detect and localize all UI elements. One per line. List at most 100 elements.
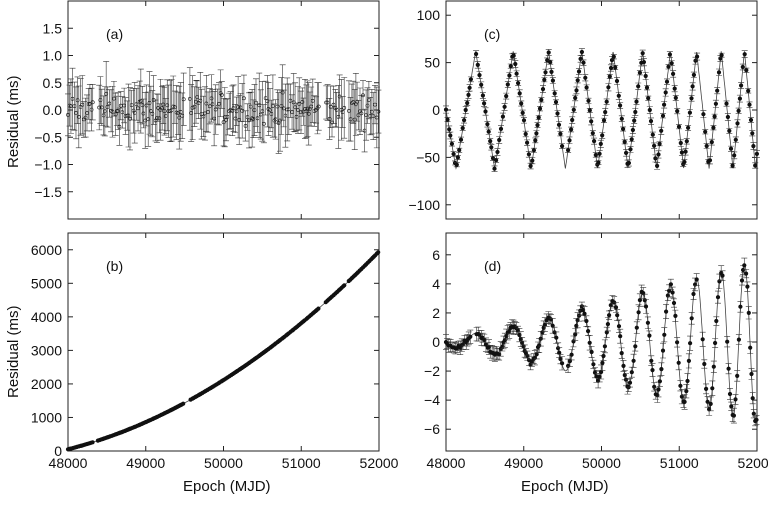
panel-c-data-point	[573, 95, 578, 101]
panel-c-data-point	[575, 78, 580, 83]
panel-c-data-point	[633, 109, 638, 115]
panel-a-data-point	[376, 109, 381, 114]
panel-c-data-point	[685, 125, 691, 130]
panel-c-data-point	[598, 141, 603, 146]
panel-c-data-point	[719, 53, 724, 58]
panel-a-errorbar	[188, 84, 195, 142]
panel-c-data-point	[567, 138, 572, 143]
panel-a-errorbar	[364, 87, 371, 124]
panel-a-data-point	[113, 112, 118, 117]
panel-c-data-point	[468, 77, 474, 82]
panel-c-data-point	[744, 68, 749, 73]
panel-c-data-point	[591, 139, 597, 144]
panel-a-errorbar	[216, 82, 223, 126]
panel-a-data-point	[361, 93, 365, 98]
panel-c-data-point	[523, 131, 528, 137]
panel-c-data-point	[657, 141, 662, 146]
panel-b-ytick-label-3: 3000	[31, 342, 62, 358]
panel-c-data-point	[546, 50, 551, 55]
panel-d-data-point	[637, 298, 643, 303]
panel-d-data-point	[634, 325, 639, 330]
panel-d-data-point	[569, 352, 574, 357]
panel-d-data-point	[743, 271, 749, 276]
panel-d-data-point	[600, 360, 605, 366]
panel-d-data-point	[536, 343, 542, 348]
panel-a-errorbar	[171, 90, 178, 124]
panel-c-data-point	[596, 160, 601, 165]
panel-a-errorbar	[257, 89, 264, 140]
panel-a-errorbar	[152, 99, 159, 142]
panel-d-data-point	[601, 353, 606, 359]
panel-d-data-point	[725, 339, 730, 344]
panel-c-data-point	[613, 65, 618, 70]
panel-c-data-point	[558, 131, 563, 136]
panel-d-xtick-label-1: 49000	[504, 455, 543, 471]
panel-a-data-point	[342, 106, 347, 110]
panel-d-data-point	[631, 358, 636, 363]
panel-a-errorbar	[97, 76, 104, 124]
panel-c-data-point	[579, 49, 585, 55]
panel-a-errorbar	[186, 67, 193, 131]
panel-d-data-point	[705, 399, 710, 404]
panel-c-data-point	[600, 133, 605, 138]
panel-c-data-point	[691, 72, 697, 77]
panel-b-xlabel: Epoch (MJD)	[183, 478, 271, 495]
panel-c-data-point	[474, 51, 479, 57]
panel-d-data-point	[682, 399, 687, 405]
panel-d-data-point	[711, 364, 716, 369]
panel-a-errorbar	[214, 88, 221, 125]
panel-a-errorbar	[244, 103, 251, 131]
panel-a-errorbar	[300, 97, 307, 126]
panel-c-data-point	[447, 127, 452, 132]
panel-d-data-point	[702, 361, 707, 367]
panel-c-data-point	[553, 99, 559, 105]
panel-c-data-point	[500, 114, 506, 119]
panel-a-errorbar	[279, 64, 286, 121]
panel-a-data-point	[97, 105, 102, 110]
panel-d-data-point	[517, 332, 522, 338]
panel-c-data-point	[737, 96, 743, 101]
panel-d-data-point	[534, 352, 539, 357]
panel-d-data-point	[686, 358, 692, 364]
panel-a-errorbar	[159, 86, 166, 131]
panel-d-data-point	[703, 386, 709, 392]
panel-a-ytick-label-1: −1.0	[34, 157, 62, 173]
panel-a-data-point	[268, 108, 272, 113]
panel-a-errorbar	[326, 98, 333, 140]
panel-a-errorbar	[367, 96, 374, 136]
panel-d-data-point	[604, 330, 609, 335]
panel-c-data-point	[684, 139, 689, 144]
panel-a-data-point	[348, 117, 353, 122]
panel-c-ytick-label-2: 0	[432, 102, 440, 118]
panel-a-errorbar	[338, 79, 345, 141]
panel-a-errorbar	[236, 94, 243, 145]
panel-a-errorbar	[247, 91, 254, 122]
panel-d-data-point	[504, 334, 509, 339]
panel-c-data-point	[519, 101, 524, 106]
panel-a-errorbar	[67, 78, 74, 134]
panel-a-errorbar	[115, 92, 122, 131]
panel-d-data-point	[605, 322, 611, 327]
panel-c-data-point	[568, 127, 574, 132]
panel-d-xtick-label-3: 51000	[660, 455, 699, 471]
panel-c-data-point	[448, 133, 453, 138]
panel-c-data-point	[507, 73, 512, 78]
panel-d-data-point	[633, 344, 638, 349]
panel-c-data-point	[458, 137, 464, 142]
panel-c-data-point	[712, 114, 717, 119]
panel-a-data-point	[219, 93, 224, 97]
panel-a-errorbar	[221, 87, 228, 148]
panel-d-data-point	[665, 293, 671, 298]
panel-c-ytick-label-3: 50	[424, 55, 440, 71]
panel-a-errorbar	[341, 77, 348, 139]
panel-a-errorbar	[256, 72, 263, 138]
panel-d-xtick-label-0: 48000	[427, 455, 466, 471]
panel-a-data-point	[265, 99, 270, 104]
panel-c-data-point	[604, 99, 609, 104]
panel-c-data-point	[654, 163, 660, 168]
panel-a-data-point	[154, 116, 159, 121]
panel-d-data-point	[678, 383, 683, 388]
panel-c-data-point	[535, 122, 540, 128]
panel-c-data-point	[488, 139, 493, 144]
panel-d-data-point	[746, 310, 751, 316]
